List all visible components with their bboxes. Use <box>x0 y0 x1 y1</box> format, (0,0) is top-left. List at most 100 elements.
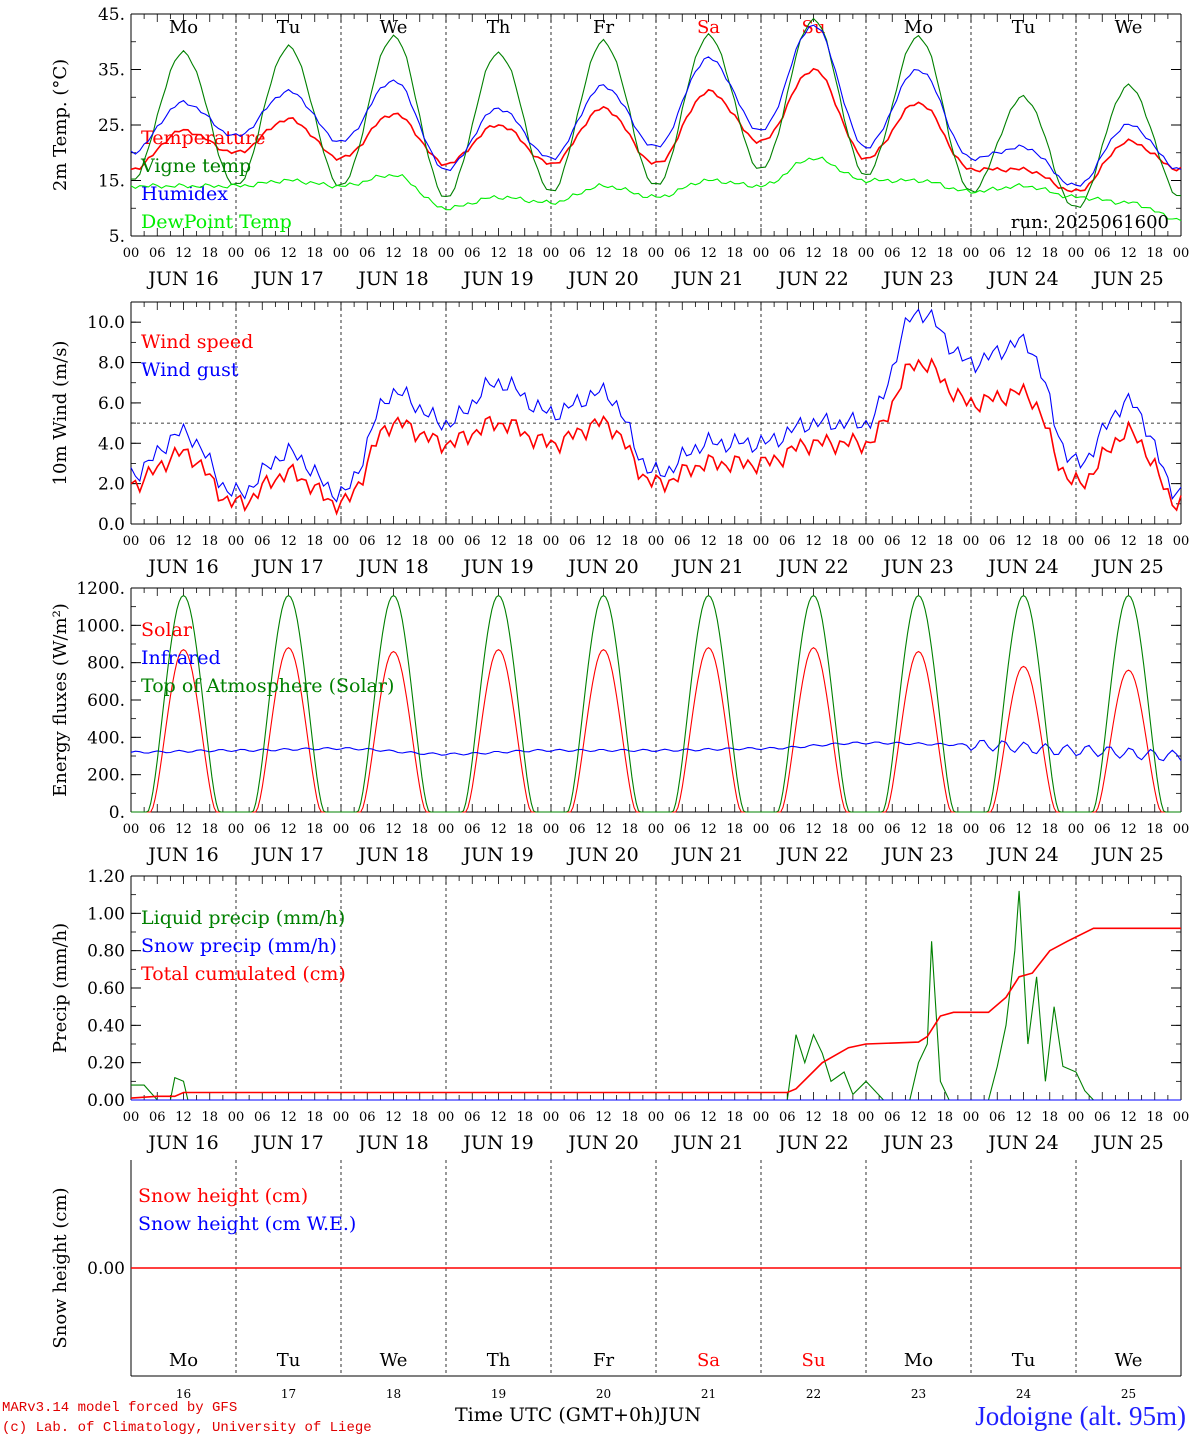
hour-label: 06 <box>989 534 1006 549</box>
day-number: 20 <box>596 1387 611 1400</box>
y-tick-label: 600. <box>87 691 125 711</box>
weekday-label: We <box>380 17 408 38</box>
day-number: 22 <box>806 1387 821 1400</box>
date-label: JUN 23 <box>881 844 953 866</box>
hour-label: 12 <box>910 1110 927 1125</box>
hour-label: 00 <box>228 246 245 261</box>
weekday-label: Fr <box>593 17 614 38</box>
weekday-label: Th <box>487 17 511 38</box>
series-line-vigne-temp <box>131 17 1182 209</box>
date-label: JUN 17 <box>251 268 323 290</box>
hour-label: 12 <box>595 246 612 261</box>
date-label: JUN 24 <box>986 844 1058 866</box>
run-label: run: 2025061600 <box>1011 212 1169 233</box>
hour-label: 12 <box>490 1110 507 1125</box>
hour-label: 18 <box>1041 822 1058 837</box>
hour-label: 00 <box>438 822 455 837</box>
hour-label: 06 <box>674 246 691 261</box>
hour-label: 12 <box>280 822 297 837</box>
y-tick-label: 0.00 <box>87 1091 125 1111</box>
hour-label: 00 <box>963 246 980 261</box>
hour-label: 00 <box>438 246 455 261</box>
hour-label: 06 <box>149 246 166 261</box>
legend-entry: Wind speed <box>141 331 253 353</box>
hour-label: 12 <box>1120 246 1137 261</box>
hour-label: 18 <box>306 534 323 549</box>
panel-3: 0. 200. 400. 600. 800. 1000. 1200.Energy fluxe… <box>50 579 1189 866</box>
hour-label: 12 <box>385 1110 402 1125</box>
hour-label: 00 <box>123 1110 140 1125</box>
date-label: JUN 23 <box>881 556 953 578</box>
y-tick-label: 0. <box>109 803 125 823</box>
hour-label: 18 <box>1146 246 1163 261</box>
day-number: 21 <box>701 1387 716 1400</box>
hour-label: 00 <box>228 534 245 549</box>
hour-label: 06 <box>569 534 586 549</box>
hour-label: 00 <box>543 246 560 261</box>
hour-label: 00 <box>1173 1110 1190 1125</box>
legend-entry: Wind gust <box>141 359 239 381</box>
hour-label: 18 <box>621 1110 638 1125</box>
y-tick-label: 1000. <box>76 616 125 636</box>
date-label: JUN 17 <box>251 556 323 578</box>
hour-label: 18 <box>516 822 533 837</box>
hour-label: 18 <box>306 1110 323 1125</box>
hour-label: 06 <box>569 822 586 837</box>
date-label: JUN 19 <box>461 1132 533 1154</box>
series-line-wind-gust <box>130 308 1182 503</box>
weekday-label: Mo <box>904 17 933 38</box>
hour-label: 12 <box>385 822 402 837</box>
y-axis-title: Energy fluxes (W/m²) <box>50 603 71 797</box>
hour-label: 06 <box>359 246 376 261</box>
y-axis-title: 2m Temp. (°C) <box>50 59 71 191</box>
day-number: 25 <box>1121 1387 1136 1400</box>
y-axis-title: Snow height (cm) <box>50 1187 71 1348</box>
hour-label: 12 <box>595 534 612 549</box>
hour-label: 18 <box>1146 1110 1163 1125</box>
hour-label: 12 <box>1120 822 1137 837</box>
hour-label: 06 <box>254 246 271 261</box>
hour-label: 06 <box>1094 534 1111 549</box>
hour-label: 06 <box>884 246 901 261</box>
hour-label: 06 <box>884 822 901 837</box>
hour-label: 12 <box>700 534 717 549</box>
hour-label: 12 <box>175 246 192 261</box>
hour-label: 12 <box>385 534 402 549</box>
hour-label: 00 <box>858 822 875 837</box>
hour-label: 00 <box>123 822 140 837</box>
hour-label: 12 <box>1120 1110 1137 1125</box>
y-tick-label: 25. <box>98 116 125 136</box>
legend-entry: Solar <box>141 619 193 641</box>
hour-label: 18 <box>621 822 638 837</box>
legend-entry: Humidex <box>141 183 228 205</box>
y-tick-label: 200. <box>87 766 125 786</box>
y-tick-label: 1.00 <box>87 904 125 924</box>
panel-2: 0.0 2.0 4.0 6.0 8.0 10.0 10m Wind (m/s) 00 06 12 1… <box>50 301 1189 578</box>
hour-label: 18 <box>726 534 743 549</box>
panel-1: 5. 15. 25. 35. 45. 2m Temp. (°C) 00 06 12 18 00 06 1… <box>50 5 1189 290</box>
y-tick-label: 8.0 <box>98 354 125 374</box>
y-tick-label: 800. <box>87 654 125 674</box>
meteogram-chart: 5. 15. 25. 35. 45. 2m Temp. (°C) 00 06 12 18 00 06 1… <box>50 5 1190 1400</box>
hour-label: 00 <box>1173 246 1190 261</box>
day-number: 17 <box>281 1387 296 1400</box>
weekday-label: Su <box>802 17 826 38</box>
hour-label: 12 <box>175 1110 192 1125</box>
weekday-label: Su <box>802 1350 826 1371</box>
legend-entry: DewPoint Temp <box>141 211 292 233</box>
weekday-label: We <box>1115 17 1143 38</box>
y-tick-label: 45. <box>98 5 125 25</box>
hour-label: 12 <box>1120 534 1137 549</box>
hour-label: 12 <box>700 246 717 261</box>
hour-label: 12 <box>280 1110 297 1125</box>
hour-label: 06 <box>1094 822 1111 837</box>
legend-entry: Vigne temp <box>140 155 251 177</box>
hour-label: 12 <box>805 822 822 837</box>
hour-label: 06 <box>464 534 481 549</box>
hour-label: 18 <box>831 822 848 837</box>
hour-label: 12 <box>700 822 717 837</box>
hour-label: 12 <box>1015 246 1032 261</box>
hour-label: 06 <box>989 822 1006 837</box>
date-label: JUN 21 <box>671 268 743 290</box>
lab-credit: (c) Lab. of Climatology, University of L… <box>2 1420 372 1436</box>
